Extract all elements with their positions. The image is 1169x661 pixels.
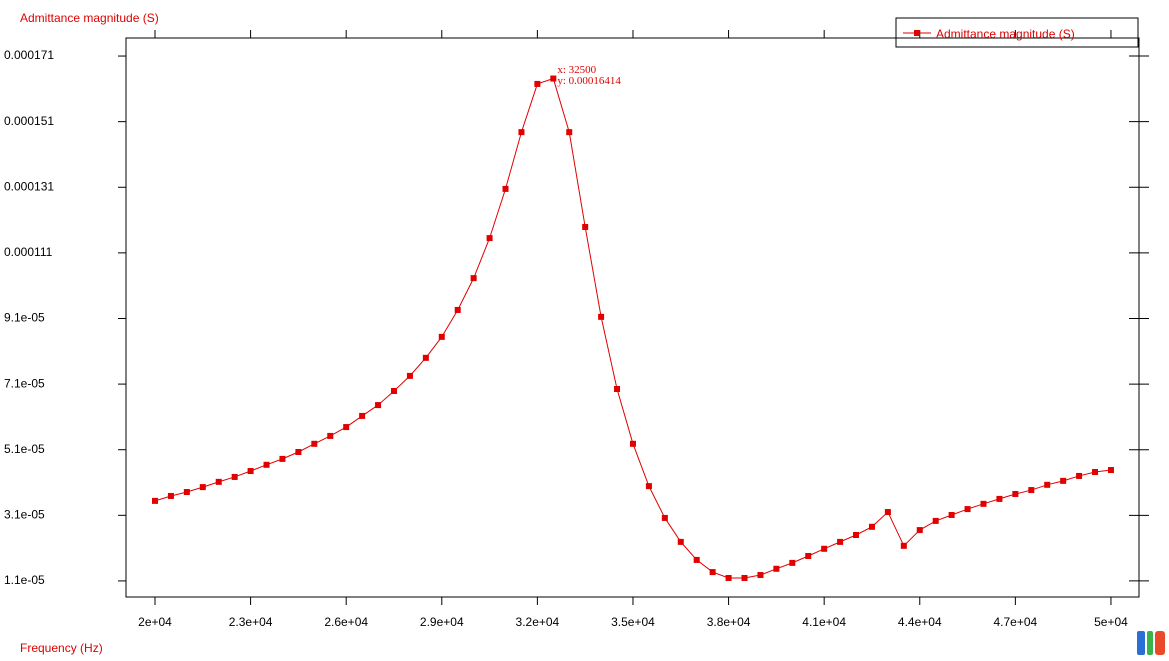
data-point — [231, 473, 238, 480]
data-point — [837, 538, 844, 545]
data-point — [709, 569, 716, 576]
data-point — [1044, 481, 1051, 488]
y-tick-label: 1.1e-05 — [4, 573, 45, 587]
x-tick-label: 4.1e+04 — [802, 615, 846, 629]
data-point — [821, 545, 828, 552]
data-point — [964, 506, 971, 513]
data-point — [359, 412, 366, 419]
data-point — [1060, 477, 1067, 484]
data-point — [614, 386, 621, 393]
y-tick-label: 9.1e-05 — [4, 311, 45, 325]
y-tick-label: 0.000111 — [4, 245, 53, 259]
y-axis-title: Admittance magnitude (S) — [20, 11, 159, 25]
data-point — [518, 129, 525, 136]
x-tick-label: 3.5e+04 — [611, 615, 655, 629]
data-point — [566, 129, 573, 136]
data-point — [645, 483, 652, 490]
data-point — [343, 424, 350, 431]
data-point — [582, 223, 589, 230]
legend-marker — [914, 30, 920, 36]
series-line — [154, 77, 1112, 579]
data-point — [247, 468, 254, 475]
x-tick-label: 2.6e+04 — [324, 615, 368, 629]
data-point — [390, 387, 397, 394]
data-point — [661, 514, 668, 521]
data-point — [311, 440, 318, 447]
data-point — [853, 531, 860, 538]
data-point — [454, 306, 461, 313]
data-point — [757, 572, 764, 579]
data-point — [327, 432, 334, 439]
data-point — [151, 497, 158, 504]
point-annotation: y: 0.00016414 — [557, 75, 621, 87]
data-point — [167, 492, 174, 499]
data-point — [406, 372, 413, 379]
data-point — [1012, 490, 1019, 497]
y-tick-label: 0.000151 — [4, 114, 54, 128]
y-tick-label: 5.1e-05 — [4, 442, 45, 456]
data-point — [183, 489, 190, 496]
data-point — [438, 333, 445, 340]
data-point — [598, 313, 605, 320]
data-point — [279, 455, 286, 462]
y-tick-label: 3.1e-05 — [4, 507, 45, 521]
data-point — [1107, 467, 1114, 474]
x-tick-label: 4.4e+04 — [898, 615, 942, 629]
data-point — [1076, 472, 1083, 479]
data-point — [868, 523, 875, 530]
y-tick-label: 0.000171 — [4, 48, 54, 62]
data-point — [900, 542, 907, 549]
data-point — [486, 235, 493, 242]
data-point — [805, 552, 812, 559]
x-tick-label: 4.7e+04 — [994, 615, 1038, 629]
x-axis-title: Frequency (Hz) — [20, 641, 103, 655]
logo — [1137, 631, 1165, 655]
x-tick-label: 2e+04 — [138, 615, 172, 629]
data-point — [996, 495, 1003, 502]
data-point — [534, 80, 541, 87]
x-tick-label: 3.8e+04 — [707, 615, 751, 629]
data-point — [295, 449, 302, 456]
legend-label: Admittance magnitude (S) — [936, 27, 1075, 41]
x-tick-label: 2.9e+04 — [420, 615, 464, 629]
data-point — [550, 75, 557, 82]
data-point — [725, 574, 732, 581]
x-tick-label: 5e+04 — [1094, 615, 1128, 629]
data-point — [677, 538, 684, 545]
data-point — [215, 478, 222, 485]
x-tick-label: 2.3e+04 — [229, 615, 273, 629]
data-point — [980, 500, 987, 507]
data-point — [470, 275, 477, 282]
data-point — [1092, 469, 1099, 476]
data-point — [502, 185, 509, 192]
data-point — [263, 461, 270, 468]
data-point — [884, 509, 891, 516]
data-point — [693, 556, 700, 563]
y-tick-label: 0.000131 — [4, 179, 54, 193]
legend-box — [895, 17, 1139, 48]
data-point — [789, 559, 796, 566]
data-point — [375, 402, 382, 409]
data-point — [422, 354, 429, 361]
point-annotation: x: 32500 — [557, 64, 596, 76]
y-tick-label: 7.1e-05 — [4, 376, 45, 390]
plot-frame — [125, 37, 1140, 598]
data-point — [741, 574, 748, 581]
data-point — [932, 517, 939, 524]
data-point — [916, 527, 923, 534]
data-point — [773, 565, 780, 572]
x-tick-label: 3.2e+04 — [516, 615, 560, 629]
data-point — [199, 484, 206, 491]
data-point — [629, 440, 636, 447]
data-point — [1028, 487, 1035, 494]
data-point — [948, 511, 955, 518]
